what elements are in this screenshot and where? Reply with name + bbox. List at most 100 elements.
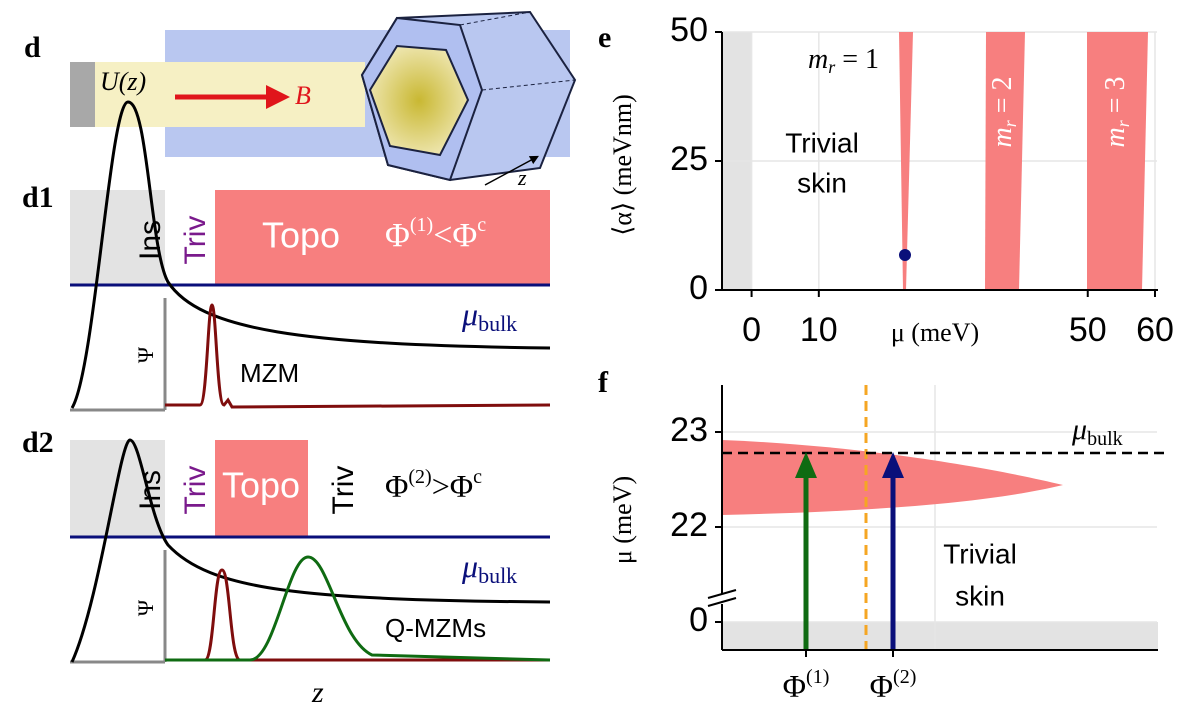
mode-base: m xyxy=(1100,127,1131,147)
mu-base: μ xyxy=(461,296,478,332)
panel-label: d2 xyxy=(22,426,54,459)
flux-1-arrowhead xyxy=(795,452,817,478)
mode-rest: = 3 xyxy=(1100,76,1131,120)
mu-base: μ xyxy=(1071,413,1087,446)
condition: Φ(2)>Φc xyxy=(385,466,482,505)
x-tick-label: Φ(1) xyxy=(783,666,830,705)
panel-d1: d1 Ins Triv Topo Φ(1)<Φc Ψ MZM μbulk xyxy=(22,100,551,412)
tick-base: Φ xyxy=(870,668,893,704)
core xyxy=(368,44,470,157)
x-tick-label: 0 xyxy=(742,311,761,349)
y-tick-label: 50 xyxy=(670,11,708,49)
flux-2-arrowhead xyxy=(882,452,904,478)
topo-label: Topo xyxy=(222,465,300,506)
field-label: B xyxy=(295,81,311,110)
trivial-label: skin xyxy=(955,580,1005,611)
mode-base: m xyxy=(987,127,1018,147)
state-label: MZM xyxy=(240,358,299,388)
potential-curve xyxy=(70,100,551,409)
ins-region xyxy=(70,440,165,537)
condition-sup: c xyxy=(473,466,482,488)
gapped-region xyxy=(722,622,1158,650)
field-arrowhead xyxy=(266,85,290,109)
qmzm-wavefunction xyxy=(165,555,551,662)
x-tick-label: 60 xyxy=(1136,311,1174,349)
y-axis-label: ⟨α⟩ (meVnm) xyxy=(608,94,637,236)
condition-sup: (1) xyxy=(410,214,433,236)
panel-d2: d2 Ins Triv Topo Triv Φ(2)>Φc Ψ Q-MZMs μ… xyxy=(22,426,551,709)
axis-break-gap xyxy=(712,594,732,604)
mu-sub: bulk xyxy=(478,311,517,336)
z-label: z xyxy=(311,676,324,709)
triv-label: Triv xyxy=(327,466,360,515)
tick-base: Φ xyxy=(783,668,806,704)
panel-label: f xyxy=(598,366,609,399)
x-axis-label: μ (meV) xyxy=(891,318,979,347)
y-tick-label: 22 xyxy=(670,506,708,544)
x-tick-label: Φ(2) xyxy=(870,666,917,705)
condition-rel: >Φ xyxy=(432,468,473,504)
condition-base: Φ xyxy=(385,468,408,504)
z-axis-label: z xyxy=(517,165,527,190)
y-tick-label: 25 xyxy=(670,140,708,178)
mu-label: μbulk xyxy=(461,548,517,588)
mzm-wavefunction xyxy=(165,568,550,662)
psi-label: Ψ xyxy=(133,599,158,616)
mode-label: mr = 3 xyxy=(1100,76,1133,147)
panel-label: d1 xyxy=(22,181,54,214)
mu-sub: bulk xyxy=(478,563,517,588)
mode-rest: = 1 xyxy=(835,44,879,75)
mode-sub: r xyxy=(1000,119,1020,127)
mode-3-region xyxy=(1087,32,1148,290)
topo-region xyxy=(215,190,550,285)
topo-label: Topo xyxy=(262,215,340,256)
condition: Φ(1)<Φc xyxy=(385,214,486,254)
triv-label: Triv xyxy=(179,466,212,515)
trivial-label: Trivial xyxy=(943,538,1017,569)
condition-base: Φ xyxy=(385,217,410,254)
ins-label: Ins xyxy=(134,220,167,260)
x-tick-label: 50 xyxy=(1069,311,1107,349)
y-tick-label: 0 xyxy=(689,601,708,639)
panel-label: e xyxy=(598,21,611,54)
condition-sup: c xyxy=(477,214,486,236)
y-tick-label: 23 xyxy=(670,411,708,449)
mu-label: μbulk xyxy=(461,296,517,336)
z-arrow xyxy=(484,155,539,186)
mode-sub: r xyxy=(1113,119,1133,127)
y-tick-label: 0 xyxy=(689,269,708,307)
potential-curve xyxy=(70,438,551,663)
state-label: Q-MZMs xyxy=(385,613,486,643)
tick-sup: (1) xyxy=(806,666,829,688)
ins-region xyxy=(70,190,165,285)
panel-e: e mr = 1 mr = 2 mr = 3 Trivial skin ⟨α⟩ … xyxy=(598,11,1174,349)
triv-label: Triv xyxy=(179,216,212,265)
condition-sup: (2) xyxy=(408,466,431,488)
mode-2-region xyxy=(985,32,1025,290)
prism-edges xyxy=(449,11,576,181)
panel-d: d U(z) B z xyxy=(24,10,577,190)
mode-sub: r xyxy=(828,57,836,77)
mu-base: μ xyxy=(461,548,478,584)
mu-sub: bulk xyxy=(1087,428,1123,450)
mode-base: m xyxy=(808,44,828,75)
trivial-label: skin xyxy=(797,167,847,198)
x-tick-label: 10 xyxy=(800,311,838,349)
mode-label: mr = 2 xyxy=(987,76,1020,147)
panel-label: d xyxy=(24,31,41,64)
tick-sup: (2) xyxy=(893,666,916,688)
y-axis-label: μ (meV) xyxy=(608,476,637,564)
mu-label: μbulk xyxy=(1071,413,1123,450)
trivial-label: Trivial xyxy=(785,127,859,158)
marker-dot xyxy=(899,249,911,261)
mode-rest: = 2 xyxy=(987,76,1018,120)
axis-break xyxy=(707,589,737,607)
mode-label: mr = 1 xyxy=(808,44,879,77)
mzm-wavefunction xyxy=(165,303,551,409)
gate xyxy=(70,62,95,127)
psi-label: Ψ xyxy=(133,346,158,363)
mode-1-region xyxy=(899,32,913,290)
potential-label: U(z) xyxy=(100,67,146,96)
